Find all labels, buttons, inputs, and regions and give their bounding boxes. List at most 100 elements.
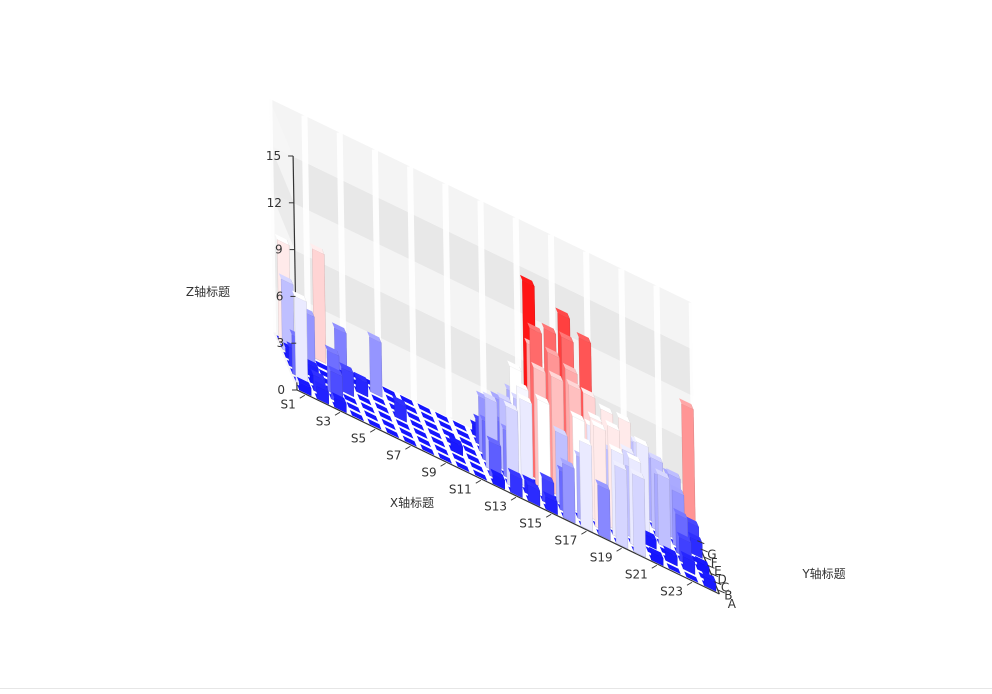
bar-top-face [332,322,347,334]
y-tick-label: B [724,589,732,603]
floor-cell [374,402,389,414]
bar-top-face [486,435,501,447]
y-tick-mark [700,548,708,553]
bar-top-face [553,425,568,437]
bar-S21-A [648,546,664,567]
bar-top-face [520,274,535,287]
floor-cell [381,418,396,431]
floor-cell [349,410,364,422]
floor-cell [371,394,386,406]
bar-top-face [367,331,382,343]
wall-grid-line [407,166,417,401]
bar-front-face [632,473,646,558]
x-tick-mark [334,411,341,416]
floor-cell [435,411,450,424]
bar-S4-D [339,362,355,398]
bar-front-face [657,473,671,551]
bar-top-face [687,531,703,543]
z-tick-label: 12 [267,196,282,210]
bar-S16-A [560,457,576,524]
x-tick-mark [405,445,411,450]
z-tick-label: 3 [277,336,285,350]
floor-cell [410,419,425,431]
bar-S6-F [367,331,383,398]
bar-top-face [314,380,329,392]
bar-top-face [577,434,592,446]
x-axis-line [296,389,720,595]
bar-top-face [555,307,570,319]
x-tick-mark [545,513,552,518]
bar-top-face [490,468,505,480]
floor-cell [395,419,410,431]
bar-front-face [562,462,576,524]
z-tick-label: 6 [276,289,284,303]
bar-front-face [369,336,383,398]
floor-cell [382,386,397,398]
bar-top-face [612,459,627,471]
floor-cell [360,402,375,414]
bar-top-face [541,322,556,335]
y-tick-label: G [707,548,716,562]
bar-top-face [580,387,595,399]
y-tick-mark [707,564,715,569]
floor-cell [438,420,453,432]
floor-cell [455,461,470,473]
floor-cell [459,436,474,448]
bar-top-face [559,331,574,343]
bar-top-face [673,507,688,520]
wall-grid-line [442,183,453,418]
back-walls [266,98,699,537]
bar-top-face [353,371,368,383]
bar-top-face [663,545,678,557]
floor-cell [378,410,393,422]
bar-S15-A [543,491,558,516]
x-tick-label: S7 [386,448,401,462]
z-tick-label: 0 [277,383,285,397]
bar-S17-A [577,434,594,533]
floor-cell [469,461,484,473]
floor-cell [406,411,421,423]
floor-cell [424,419,439,431]
x-tick-label: S19 [590,550,613,564]
x-tick-mark [581,530,587,535]
bar-top-face [595,479,610,491]
bar-top-face [608,443,624,455]
y-tick-label: D [718,572,727,586]
bar-top-face [642,528,657,541]
bar-top-face [648,546,664,558]
bottom-divider [0,688,992,689]
x-tick-mark [686,581,693,586]
bar-top-face [694,555,710,568]
floor-cell [420,444,435,456]
bar-S22-D [655,468,671,551]
x-tick-mark [651,564,658,569]
bar-S7-D [392,395,407,423]
bar-top-face [339,362,354,374]
floor-cell [364,410,379,422]
x-tick-label: S23 [660,584,683,598]
floor-cell [462,444,477,457]
bar-top-face [310,369,326,381]
bar-front-face [579,439,594,533]
bar-S5-E [353,371,369,398]
floor-cell [684,571,699,583]
floor-cell [402,435,417,447]
bar-top-face [619,443,635,455]
floor-cell [417,403,432,415]
floor-cell [434,444,449,456]
bar-S1-A [296,376,312,397]
x-tick-mark [369,428,376,433]
bar-S19-A [612,459,629,550]
bar-S1-B [292,290,309,388]
bar-top-face [666,468,681,480]
bar-top-face [278,273,294,285]
bar-top-face [548,370,564,382]
bar-S14-C [517,392,534,491]
side-wall-band [269,98,294,203]
bar-top-face [324,344,339,356]
bar-top-face [680,550,695,563]
bar-top-face [514,379,529,392]
bar-top-face [543,491,558,503]
x-tick-mark [299,394,306,399]
